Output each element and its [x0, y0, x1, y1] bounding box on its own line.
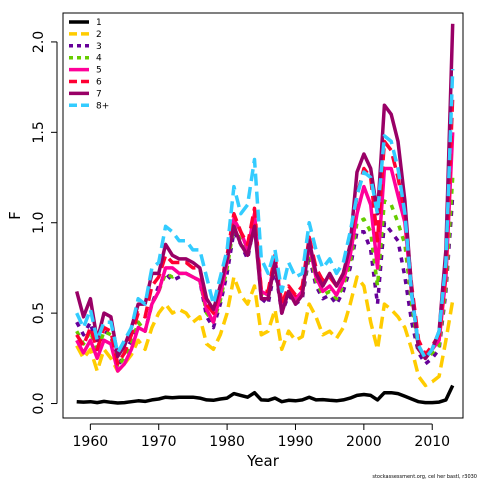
- x-tick-label: 2000: [346, 434, 382, 450]
- y-tick-label: 1.5: [31, 121, 47, 143]
- x-tick-label: 1980: [209, 434, 245, 450]
- legend-label-5: 5: [96, 66, 102, 76]
- x-tick-label: 1960: [73, 434, 109, 450]
- legend-label-3: 3: [96, 42, 102, 52]
- series-line-8plus: [75, 68, 455, 361]
- series-line-7: [75, 23, 455, 361]
- legend-label-6: 6: [96, 78, 102, 88]
- x-tick-label: 1970: [141, 434, 177, 450]
- x-axis-title: Year: [246, 452, 280, 470]
- legend-label-1: 1: [96, 18, 102, 28]
- axes-layer: 1960 1970 1980 1990 2000 2010 0.0 0.5 1.0 1.5 2.0: [31, 31, 450, 450]
- series-line-5: [75, 132, 455, 373]
- legend-label-7: 7: [96, 89, 102, 99]
- legend-label-2: 2: [96, 30, 102, 40]
- plot-frame: [62, 12, 464, 419]
- y-tick-label: 0.5: [31, 302, 47, 324]
- x-tick-label: 1990: [278, 434, 314, 450]
- series-line-2: [75, 275, 455, 388]
- footnote: stockassessment.org, cel her bastl, r303…: [372, 474, 477, 480]
- series-line-4: [75, 177, 455, 370]
- y-tick-label: 0.0: [31, 392, 47, 414]
- legend-label-4: 4: [96, 54, 102, 64]
- legend-label-8plus: 8+: [96, 101, 109, 111]
- x-tick-label: 2010: [414, 434, 450, 450]
- legend: 1 2 3 4 5 67 8+: [69, 18, 109, 111]
- series-line-6: [75, 96, 455, 366]
- series-layer: [75, 23, 455, 405]
- y-axis-title: F: [6, 211, 24, 220]
- series-line-1: [76, 384, 455, 405]
- y-tick-label: 1.0: [31, 212, 47, 234]
- y-tick-label: 2.0: [31, 31, 47, 53]
